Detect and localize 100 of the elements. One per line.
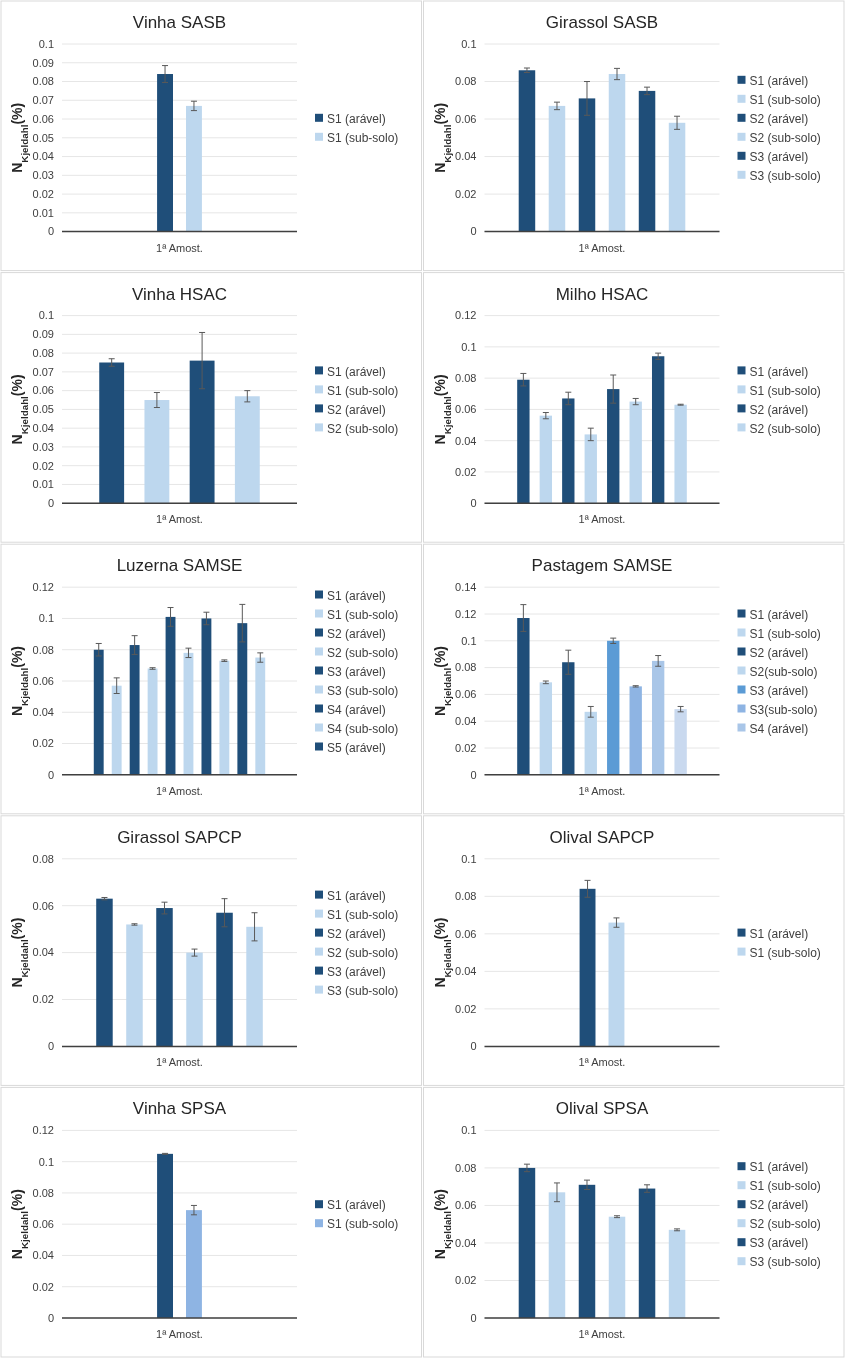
legend-label: S1 (arável) [327, 888, 386, 903]
legend-label: S1 (arável) [749, 74, 809, 88]
y-tick-label: 0.09 [32, 328, 54, 341]
y-tick-label: 0.04 [455, 434, 477, 447]
legend-label: S3 (arável) [327, 664, 386, 679]
y-tick-label: 0.06 [32, 899, 54, 912]
y-tick-label: 0.05 [32, 131, 54, 144]
y-tick-label: 0.01 [32, 478, 54, 491]
y-tick-label: 0.02 [32, 459, 54, 472]
legend-label: S1 (arável) [749, 364, 809, 379]
legend-label: S1 (sub-solo) [749, 945, 821, 960]
y-tick-label: 0.04 [32, 1249, 54, 1262]
y-tick-label: 0.02 [32, 993, 54, 1006]
y-tick-label: 0.06 [455, 403, 477, 416]
y-tick-label: 0.02 [455, 187, 477, 200]
y-tick-label: 0.04 [455, 150, 477, 163]
y-tick-label: 0.06 [32, 674, 54, 687]
y-tick-label: 0 [470, 497, 477, 510]
legend-label: S1 (sub-solo) [749, 1179, 821, 1194]
y-tick-label: 0 [47, 1040, 54, 1053]
legend-label: S2 (arável) [327, 402, 386, 417]
legend-label: S2 (arável) [749, 1198, 809, 1213]
legend-label: S2 (arável) [749, 402, 809, 417]
y-tick-label: 0.1 [38, 1155, 54, 1168]
legend-label: S1 (arável) [327, 364, 386, 379]
legend-label: S1 (arável) [327, 112, 386, 126]
y-tick-label: 0.04 [32, 946, 54, 959]
y-tick-label: 0 [470, 768, 477, 781]
legend-label: S1 (arável) [749, 607, 809, 622]
y-tick-label: 0.04 [32, 150, 54, 163]
legend-label: S1 (sub-solo) [749, 626, 821, 641]
y-tick-label: 0.06 [455, 1199, 477, 1212]
legend-label: S3 (sub-solo) [749, 1255, 821, 1270]
y-tick-label: 0.02 [455, 741, 477, 754]
chart-title: Girassol SAPCP [117, 827, 242, 847]
legend-label: S2 (arável) [327, 926, 386, 941]
y-tick-label: 0.1 [461, 634, 477, 647]
chart-title: Vinha HSAC [131, 284, 228, 304]
y-tick-label: 0.08 [455, 661, 477, 674]
legend-label: S1 (sub-solo) [327, 607, 399, 622]
y-tick-label: 0 [470, 225, 477, 238]
legend-label: S2 (sub-solo) [327, 945, 399, 960]
y-tick-label: 0.12 [32, 581, 54, 594]
y-tick-label: 0.1 [38, 612, 54, 625]
y-tick-label: 0.06 [32, 112, 54, 125]
legend-label: S2 (sub-solo) [749, 131, 821, 145]
x-tick-label: 1ª Amost. [578, 1056, 626, 1069]
legend-label: S3 (sub-solo) [749, 169, 821, 183]
y-tick-label: 0.1 [38, 309, 54, 322]
legend-label: S3 (arável) [749, 150, 809, 164]
y-tick-label: 0.04 [32, 706, 54, 719]
legend-label: S2 (arável) [327, 626, 386, 641]
legend-label: S3 (arável) [749, 1236, 809, 1251]
y-tick-label: 0.08 [455, 371, 477, 384]
y-tick-label: 0.1 [461, 37, 477, 50]
legend-label: S1 (sub-solo) [749, 383, 821, 398]
legend-label: S2(sub-solo) [749, 664, 818, 679]
y-tick-label: 0.1 [461, 1124, 477, 1137]
y-tick-label: 0.01 [32, 206, 54, 219]
y-tick-label: 0.1 [461, 340, 477, 353]
y-tick-label: 0.02 [455, 465, 477, 478]
y-tick-label: 0.08 [455, 890, 477, 903]
x-tick-label: 1ª Amost. [156, 513, 203, 526]
legend-label: S3 (sub-solo) [327, 683, 399, 698]
legend-label: S4 (arável) [749, 721, 809, 736]
chart-title: Vinha SPSA [132, 1099, 227, 1119]
legend-label: S3 (sub-solo) [327, 983, 399, 998]
y-tick-label: 0.04 [32, 422, 54, 435]
y-tick-label: 0.12 [455, 309, 477, 322]
y-tick-label: 0.04 [455, 715, 477, 728]
legend-label: S3 (arável) [327, 964, 386, 979]
chart-title: Olival SAPCP [549, 827, 655, 847]
y-tick-label: 0 [47, 768, 54, 781]
legend-label: S1 (arável) [327, 1198, 386, 1213]
x-tick-label: 1ª Amost. [578, 1328, 626, 1340]
legend-label: S5 (arável) [327, 740, 386, 755]
y-tick-label: 0.08 [32, 643, 54, 656]
y-tick-label: 0.02 [455, 1274, 477, 1287]
y-tick-label: 0.09 [32, 56, 54, 69]
x-tick-label: 1ª Amost. [578, 241, 626, 254]
legend-label: S1 (sub-solo) [327, 131, 399, 145]
legend-label: S1 (arável) [749, 1160, 809, 1175]
chart-title: Girassol SASB [545, 13, 659, 32]
y-tick-label: 0.02 [32, 1280, 54, 1293]
x-tick-label: 1ª Amost. [578, 513, 626, 526]
x-tick-label: 1ª Amost. [156, 241, 203, 254]
y-tick-label: 0.04 [455, 965, 477, 978]
y-tick-label: 0.06 [455, 927, 477, 940]
y-tick-label: 0.14 [455, 581, 477, 594]
chart-title: Vinha SASB [132, 13, 227, 32]
legend-label: S4 (sub-solo) [327, 721, 399, 736]
y-tick-label: 0 [47, 225, 54, 238]
y-tick-label: 0.12 [32, 1124, 54, 1137]
y-tick-label: 0 [470, 1040, 477, 1053]
y-tick-label: 0 [470, 1311, 477, 1324]
legend-label: S1 (sub-solo) [327, 907, 399, 922]
chart-title: Milho HSAC [555, 284, 649, 304]
legend-label: S4 (arável) [327, 702, 386, 717]
legend-label: S2 (sub-solo) [327, 421, 399, 436]
x-tick-label: 1ª Amost. [156, 1328, 203, 1340]
